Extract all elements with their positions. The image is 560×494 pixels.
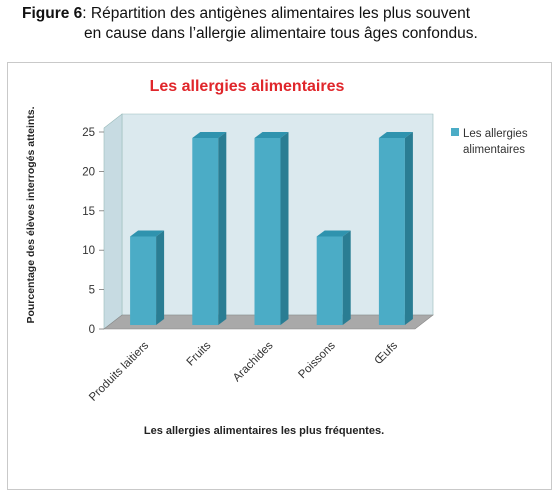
y-tick-label: 20: [82, 166, 95, 178]
bar-front: [192, 138, 219, 325]
figure-label: Figure 6: [22, 5, 83, 22]
bar: [254, 132, 289, 325]
y-tick-label: 10: [82, 245, 95, 257]
bar: [378, 132, 413, 325]
category-label: Œufs: [373, 339, 401, 367]
figure-caption: Figure 6: Répartition des antigènes alim…: [22, 4, 542, 44]
bar-front: [254, 138, 281, 325]
bar-side: [156, 230, 165, 325]
bar: [316, 230, 351, 325]
y-axis-label: Pourcentage des élèves interrogés attein…: [25, 106, 37, 323]
y-tick-label: 0: [89, 324, 95, 336]
bar-top: [254, 132, 289, 138]
bar-top: [130, 230, 165, 237]
legend-label: Les allergies alimentaires: [463, 128, 528, 156]
y-tick-label: 5: [89, 285, 95, 297]
bar-top: [378, 132, 413, 138]
bar-front: [130, 236, 157, 325]
caption-line-1: : Répartition des antigènes alimentaires…: [82, 5, 471, 22]
category-label: Arachides: [231, 339, 276, 384]
bar: [192, 132, 227, 325]
bar-side: [280, 132, 289, 325]
bar-side: [218, 132, 227, 325]
category-label: Fruits: [185, 339, 214, 368]
bar: [130, 230, 165, 325]
bar-top: [192, 132, 227, 138]
bar-front: [316, 236, 343, 325]
y-tick-label: 25: [82, 127, 95, 139]
chart-title: Les allergies alimentaires: [150, 78, 345, 95]
y-tick-label: 15: [82, 206, 95, 218]
x-axis-label: Les allergies alimentaires les plus fréq…: [144, 425, 384, 437]
caption-line-2: en cause dans l’allergie alimentaire tou…: [84, 25, 478, 42]
legend-swatch: [451, 128, 459, 136]
category-label: Poissons: [296, 339, 338, 381]
bar-side: [404, 132, 413, 325]
bar-side: [342, 230, 351, 325]
chart-side-wall: [103, 113, 123, 330]
bar-top: [316, 230, 351, 237]
category-label: Produits laitiers: [87, 339, 151, 403]
bar-front: [378, 138, 405, 325]
